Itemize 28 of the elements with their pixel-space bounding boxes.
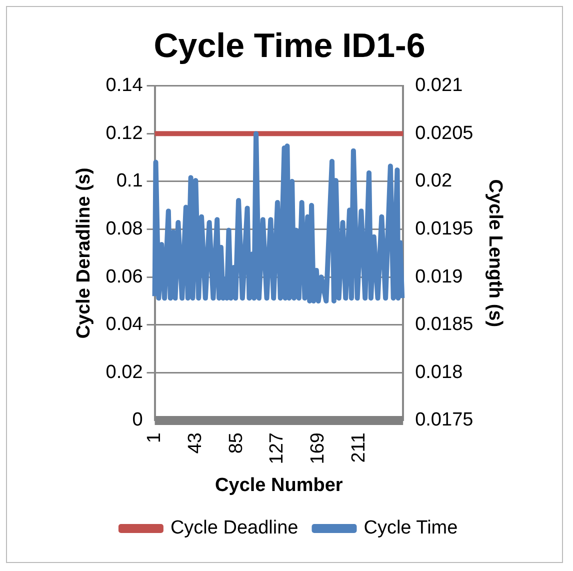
y-tick-label: 0.02 [106,362,143,383]
x-tick-label: 1 [144,432,166,444]
legend-label: Cycle Time [364,518,458,539]
y2-tick-label: 0.0175 [415,410,474,431]
y-tick-label: 0.04 [106,314,144,336]
y-tick-label: 0.08 [106,218,143,240]
x-tick-label: 127 [266,432,288,464]
y-tick-label: 0.06 [106,266,143,288]
y-axis-title: Cycle Deradline (s) [74,168,95,339]
x-axis-title: Cycle Number [215,474,344,496]
x-tick-label: 43 [184,432,206,454]
y2-tick-label: 0.0185 [415,314,474,336]
y2-tick-label: 0.0195 [415,218,474,240]
x-tick-label: 211 [348,432,370,463]
y2-tick-label: 0.019 [415,266,463,288]
x-tick-label: 169 [308,432,329,464]
x-tick-label: 85 [226,432,247,454]
y2-axis-title: Cycle Length (s) [484,179,506,328]
y2-tick-label: 0.0205 [415,122,474,144]
legend-label: Cycle Deadline [170,518,298,539]
y-tick-label: 0.14 [106,75,144,96]
y-tick-label: 0.1 [116,170,143,192]
y2-tick-label: 0.018 [415,362,463,383]
y-tick-label: 0.12 [106,122,143,144]
chart-title: Cycle Time ID1-6 [154,26,426,65]
y2-tick-label: 0.021 [415,75,463,96]
y-tick-label: 0 [132,410,143,431]
y2-tick-label: 0.02 [415,170,452,192]
